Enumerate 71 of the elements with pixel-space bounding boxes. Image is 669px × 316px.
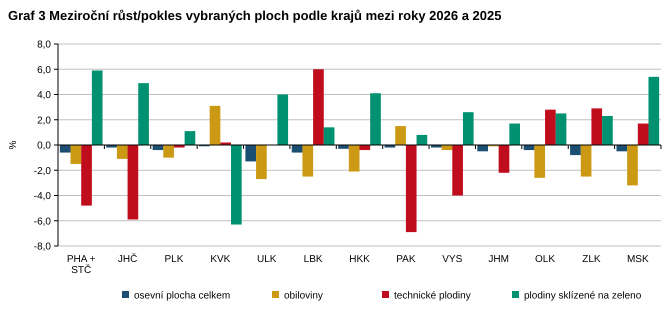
x-tick-label: PLK	[164, 254, 184, 265]
bar	[324, 127, 334, 145]
y-tick-label: -6,0	[34, 216, 52, 228]
x-tick-label: JHM	[488, 254, 509, 265]
bar	[338, 145, 349, 149]
y-tick-label: -8,0	[34, 242, 52, 252]
bar	[477, 145, 488, 152]
bar	[534, 145, 546, 178]
y-tick-label: 8,0	[37, 40, 52, 50]
bar	[616, 145, 628, 152]
bar	[245, 145, 256, 162]
x-tick-label: VYS	[442, 254, 463, 265]
y-tick-label: 6,0	[37, 64, 52, 76]
bar	[370, 93, 381, 145]
x-tick-label: JHČ	[118, 253, 138, 265]
bar	[256, 145, 267, 180]
y-tick-label: -2,0	[34, 166, 52, 177]
bar	[591, 108, 602, 145]
bar	[648, 76, 660, 145]
bar	[302, 145, 314, 177]
legend-label: obiloviny	[284, 290, 323, 302]
bar	[452, 145, 463, 196]
bar	[92, 70, 103, 145]
bar	[498, 145, 510, 173]
y-tick-label: -4,0	[34, 191, 52, 202]
x-tick-label: KVK	[210, 254, 231, 265]
y-tick-label: 2,0	[37, 115, 52, 126]
bar	[231, 145, 242, 225]
x-tick-label: OLK	[535, 254, 556, 265]
bar	[128, 145, 138, 220]
y-tick-label: 0,0	[37, 140, 52, 152]
bar	[556, 113, 566, 145]
bar	[81, 145, 92, 206]
x-tick-label: PHA + STČ	[66, 254, 96, 276]
bar	[348, 145, 360, 172]
x-tick-label: PAK	[396, 254, 416, 265]
legend-label: osevní plocha celkem	[134, 290, 230, 302]
y-axis-title: %	[8, 140, 19, 150]
x-tick-label: HKK	[349, 254, 370, 265]
bar	[210, 106, 220, 145]
bar	[152, 145, 164, 150]
legend-label: technické plodiny	[394, 290, 471, 302]
bar	[545, 110, 556, 145]
bar	[277, 94, 288, 145]
bar	[570, 145, 581, 156]
bar	[70, 145, 82, 164]
bar	[416, 134, 428, 145]
chart-title: Graf 3 Meziroční růst/pokles vybraných ploch podle krajů mezi roky 2026 a 2025	[8, 8, 502, 23]
bar	[627, 145, 638, 186]
legend-label: plodiny sklízené na zeleno	[524, 290, 642, 302]
bar	[116, 145, 128, 159]
bar	[60, 145, 71, 153]
bar	[524, 145, 534, 150]
bar	[602, 116, 613, 145]
x-tick-label: ULK	[257, 254, 277, 265]
bar	[138, 83, 149, 145]
bar	[292, 145, 302, 153]
bar	[638, 124, 648, 145]
x-tick-label: MSK	[626, 254, 649, 265]
bar	[462, 112, 474, 145]
bar	[406, 145, 417, 232]
x-tick-label: ZLK	[582, 254, 601, 265]
bar	[395, 126, 406, 145]
bar	[163, 145, 174, 158]
bar	[184, 131, 196, 145]
bar	[509, 124, 520, 145]
x-tick-label: LBK	[304, 254, 323, 265]
bar	[313, 69, 324, 145]
bar	[442, 145, 452, 150]
y-tick-label: 4,0	[37, 90, 52, 101]
bar	[580, 145, 592, 177]
